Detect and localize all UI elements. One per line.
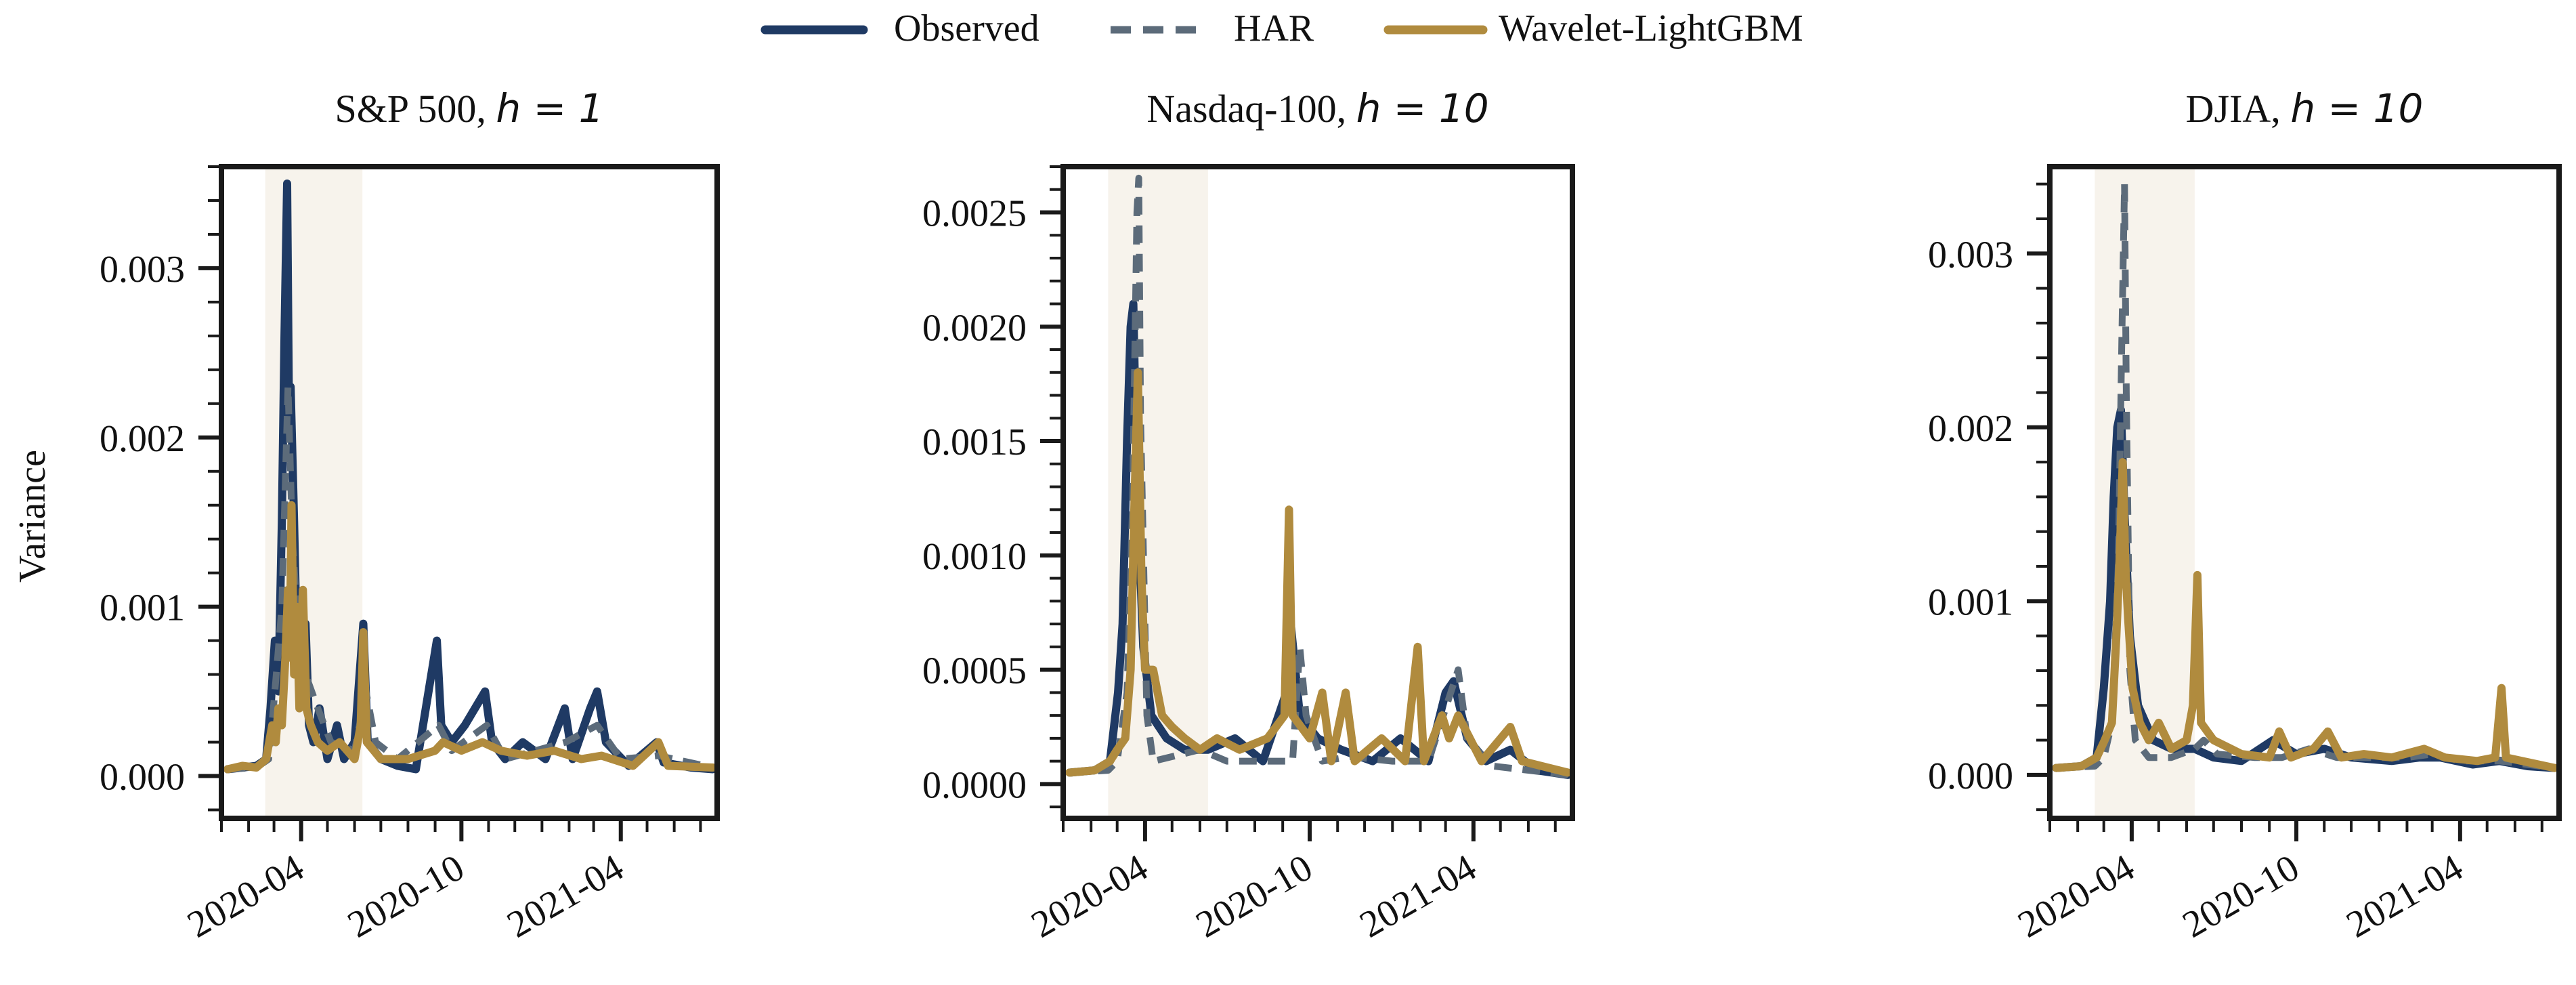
x-tick-label: 2020-04 — [1025, 847, 1155, 946]
y-tick-label: 0.0010 — [922, 536, 1027, 578]
y-tick-label: 0.0025 — [922, 193, 1027, 235]
x-tick-label: 2021-04 — [500, 847, 631, 946]
series-group — [223, 180, 717, 774]
y-tick-label: 0.003 — [1928, 234, 2013, 276]
series-line-observed — [223, 180, 717, 774]
legend-label-observed: Observed — [894, 7, 1039, 49]
chart-panel-3: DJIA, h = 10 0.000 0.001 0.002 0.003 2020-04 2… — [1928, 85, 2562, 946]
panel-title-horizon: h = 10 — [1356, 85, 1489, 131]
legend-label-har: HAR — [1234, 7, 1314, 49]
y-axis-label: Variance — [12, 450, 53, 583]
panel-title-horizon: h = 1 — [496, 85, 603, 131]
panel-title: Nasdaq-100, h = 10 — [1146, 85, 1488, 131]
series-group — [2052, 180, 2559, 772]
y-tick-label: 0.000 — [100, 757, 185, 799]
panel-title: S&P 500, h = 1 — [335, 85, 603, 131]
y-tick-label: 0.002 — [100, 418, 185, 460]
y-tick-label: 0.0020 — [922, 307, 1027, 349]
series-line-wavelet-lightgbm — [2052, 458, 2559, 772]
plot-frame — [1060, 164, 1575, 821]
x-tick-label: 2020-04 — [181, 847, 312, 946]
x-tick-label: 2021-04 — [2340, 847, 2470, 946]
y-tick-label: 0.001 — [1928, 581, 2013, 623]
series-line-wavelet-lightgbm — [1065, 368, 1572, 777]
panel-title-name: Nasdaq-100, — [1146, 87, 1356, 131]
series-group — [1065, 174, 1572, 779]
y-tick-label: 0.0000 — [922, 764, 1027, 806]
y-tick-label: 0.003 — [100, 249, 185, 291]
y-tick-label: 0.0015 — [922, 421, 1027, 463]
legend: Observed HAR Wavelet-LightGBM — [760, 7, 1803, 49]
panel-title-horizon: h = 10 — [2290, 85, 2423, 131]
y-tick-label: 0.001 — [100, 587, 185, 629]
series-line-har — [1069, 174, 1568, 778]
series-line-observed — [1065, 299, 1572, 779]
panels: S&P 500, h = 1 0.000 0.001 0.002 0.003 2020-0… — [100, 85, 2562, 946]
x-tick-label: 2020-04 — [2011, 847, 2142, 946]
chart-panel-1: S&P 500, h = 1 0.000 0.001 0.002 0.003 2020-0… — [100, 85, 720, 946]
plot-frame — [2047, 164, 2562, 821]
y-tick-label: 0.000 — [1928, 755, 2013, 797]
x-tick-label: 2020-10 — [341, 847, 471, 946]
x-tick-label: 2021-04 — [1353, 847, 1484, 946]
legend-label-wavelet-lightgbm: Wavelet-LightGBM — [1499, 7, 1803, 49]
panel-title-name: DJIA, — [2186, 87, 2291, 131]
panel-title: DJIA, h = 10 — [2186, 85, 2424, 131]
series-line-observed — [2052, 406, 2559, 772]
x-tick-label: 2020-10 — [2176, 847, 2306, 946]
chart-panel-2: Nasdaq-100, h = 10 0.0000 0.0005 0.0010 0.00… — [922, 85, 1575, 946]
panel-title-name: S&P 500, — [335, 87, 496, 131]
y-tick-label: 0.0005 — [922, 650, 1027, 692]
plot-frame — [219, 164, 720, 821]
y-tick-label: 0.002 — [1928, 408, 2013, 450]
series-line-wavelet-lightgbm — [223, 501, 717, 774]
x-tick-label: 2020-10 — [1189, 847, 1320, 946]
